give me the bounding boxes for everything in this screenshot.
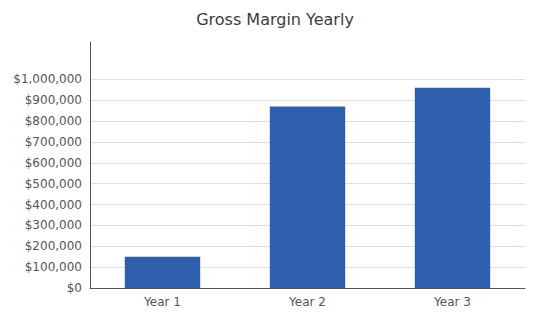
svg-text:$800,000: $800,000 [25,114,82,128]
svg-text:$700,000: $700,000 [25,135,82,149]
svg-text:$1,000,000: $1,000,000 [13,72,82,86]
svg-text:Year 2: Year 2 [288,295,326,309]
svg-text:$900,000: $900,000 [25,93,82,107]
svg-text:Year 1: Year 1 [143,295,181,309]
svg-text:$500,000: $500,000 [25,177,82,191]
svg-text:$300,000: $300,000 [25,218,82,232]
svg-text:Gross Margin Yearly: Gross Margin Yearly [196,10,354,29]
svg-text:Year 3: Year 3 [433,295,471,309]
svg-text:$200,000: $200,000 [25,239,82,253]
svg-text:$600,000: $600,000 [25,156,82,170]
svg-text:$100,000: $100,000 [25,260,82,274]
svg-text:$400,000: $400,000 [25,198,82,212]
svg-text:$0: $0 [67,281,82,295]
